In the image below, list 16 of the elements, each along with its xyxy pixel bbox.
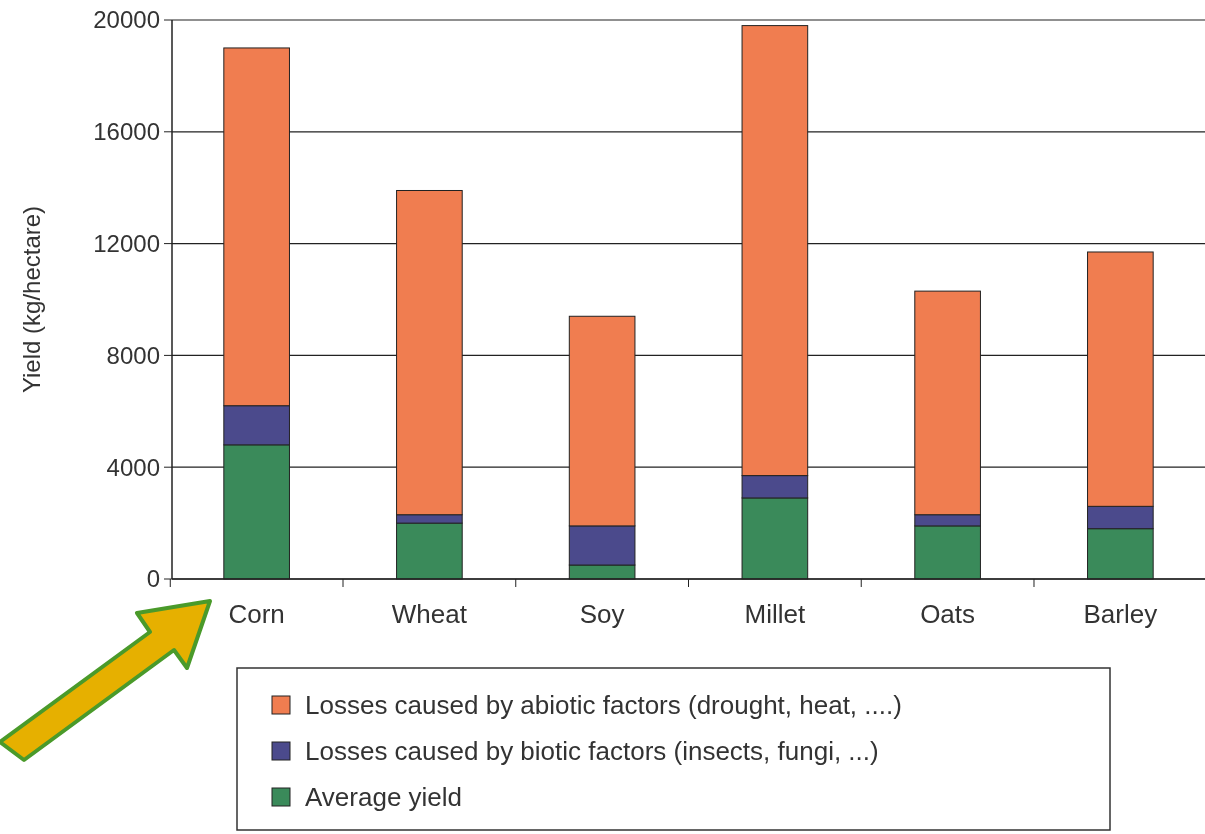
x-tick-label: Millet	[744, 599, 806, 629]
legend-label: Average yield	[305, 782, 463, 813]
y-tick-label: 4000	[106, 453, 160, 481]
x-tick-label: Oats	[920, 599, 976, 629]
x-tick-label: Soy	[579, 599, 625, 629]
y-tick-label: 12000	[93, 230, 160, 257]
y-tick-label: 20000	[93, 6, 160, 34]
legend-label: Losses caused by biotic factors (insects, fungi, ...)	[305, 736, 879, 767]
x-tick-label: Barley	[1083, 599, 1158, 629]
legend-label: Losses caused by abiotic factors (drought, heat, ....)	[305, 690, 902, 721]
y-tick-label: 8000	[106, 341, 160, 369]
x-tick-label: Wheat	[391, 599, 468, 629]
y-axis-title: Yield (kg/hectare)	[18, 205, 45, 394]
y-tick-label: 16000	[93, 118, 160, 146]
y-tick-label: 0	[146, 565, 160, 593]
x-tick-label: Corn	[228, 599, 285, 629]
